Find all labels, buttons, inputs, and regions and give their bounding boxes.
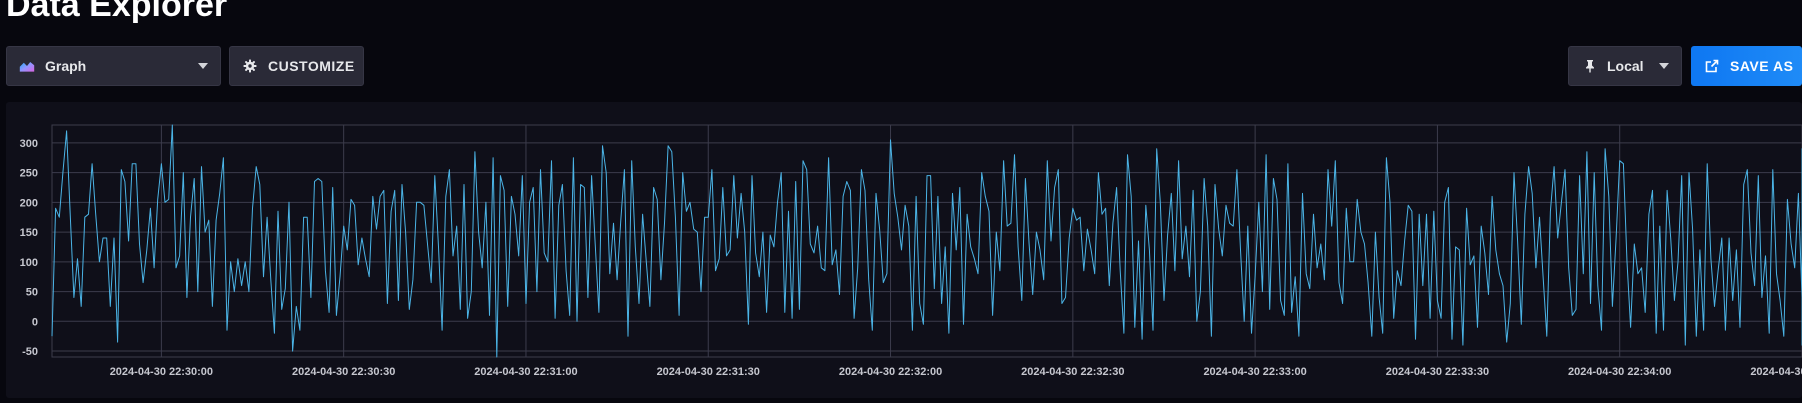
x-tick-label: 2024-04-30 22:31:30 [657, 366, 760, 378]
graph-panel: -50 0 50 100 150 200 250 300 2024-04-30 22:30:00… [6, 102, 1802, 398]
line-chart: -50 0 50 100 150 200 250 300 2024-04-30 22:30:00… [20, 124, 1802, 378]
y-tick-label: 300 [20, 138, 38, 150]
x-tick-label: 2024-04-30 22:33:30 [1386, 366, 1489, 378]
y-tick-label: 100 [20, 257, 38, 269]
view-type-select[interactable]: Graph [6, 46, 221, 86]
x-tick-label: 2024-04-30 22:32:00 [839, 366, 942, 378]
plot-frame [51, 124, 1802, 358]
customize-button[interactable]: CUSTOMIZE [229, 46, 364, 86]
x-tick-label: 2024-04-30 22:34:00 [1568, 366, 1671, 378]
chevron-down-icon [198, 63, 208, 69]
y-tick-label: 200 [20, 197, 38, 209]
y-tick-label: 50 [26, 287, 38, 299]
toolbar: Graph CUSTOMIZE Local [0, 46, 1802, 86]
view-type-label: Graph [45, 58, 87, 74]
save-as-button[interactable]: SAVE AS [1691, 46, 1802, 86]
save-as-label: SAVE AS [1730, 58, 1794, 74]
time-zone-label: Local [1607, 58, 1644, 74]
page-title: Data Explorer [6, 0, 228, 24]
pin-icon [1582, 58, 1598, 74]
x-tick-label: 2024-04-30 22:31:00 [474, 366, 577, 378]
y-tick-label: -50 [22, 346, 38, 358]
x-tick-label: 2024-04-30 22:34:30 [1750, 366, 1802, 378]
series-line [51, 124, 1802, 358]
chevron-down-icon [1659, 63, 1669, 69]
x-tick-label: 2024-04-30 22:32:30 [1021, 366, 1124, 378]
x-tick-label: 2024-04-30 22:30:30 [292, 366, 395, 378]
y-tick-label: 0 [32, 316, 38, 328]
y-tick-label: 250 [20, 168, 38, 180]
export-icon [1704, 58, 1720, 74]
time-zone-select[interactable]: Local [1568, 46, 1682, 86]
customize-label: CUSTOMIZE [268, 58, 355, 74]
x-tick-label: 2024-04-30 22:30:00 [110, 366, 213, 378]
gear-icon [242, 58, 258, 74]
graph-icon [19, 58, 35, 74]
x-tick-label: 2024-04-30 22:33:00 [1203, 366, 1306, 378]
y-tick-label: 150 [20, 227, 38, 239]
